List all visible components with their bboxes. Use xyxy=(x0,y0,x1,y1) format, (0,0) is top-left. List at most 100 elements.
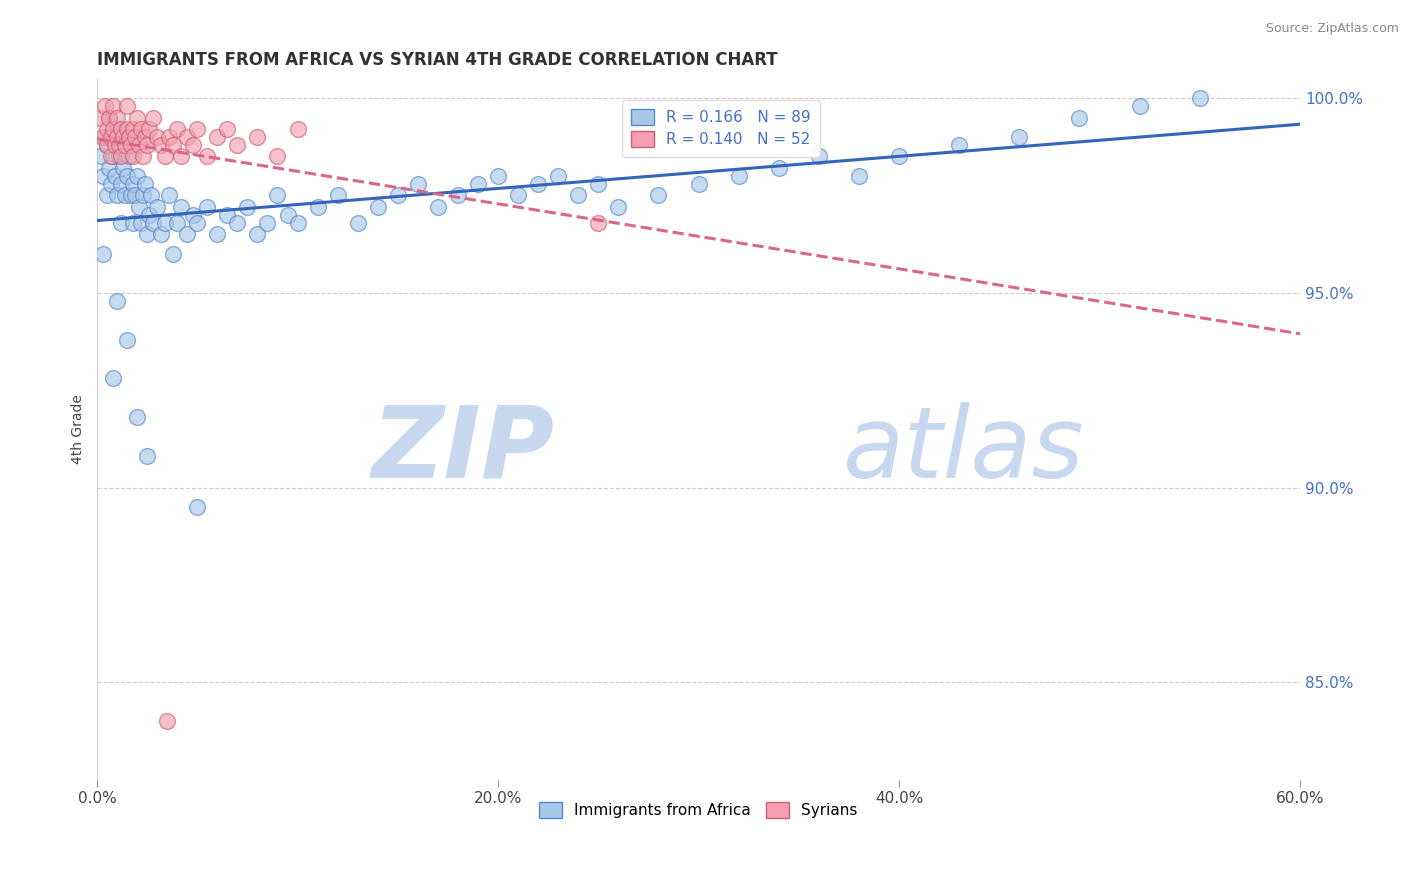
Point xyxy=(142,216,165,230)
Point xyxy=(426,200,449,214)
Point xyxy=(112,161,135,176)
Point xyxy=(90,111,112,125)
Text: Source: ZipAtlas.com: Source: ZipAtlas.com xyxy=(1265,22,1399,36)
Point xyxy=(127,169,149,183)
Point xyxy=(156,714,179,729)
Point xyxy=(506,188,529,202)
Point xyxy=(150,137,173,152)
Point xyxy=(124,188,146,202)
Point xyxy=(98,111,121,125)
Point xyxy=(122,216,145,230)
Point xyxy=(217,208,239,222)
Point xyxy=(128,137,150,152)
Point xyxy=(607,200,630,214)
Point xyxy=(150,227,173,242)
Point xyxy=(195,149,218,163)
Point xyxy=(110,149,132,163)
Point xyxy=(287,122,309,136)
Point xyxy=(276,208,298,222)
Point xyxy=(157,188,180,202)
Point xyxy=(120,188,142,202)
Point xyxy=(688,177,710,191)
Point xyxy=(588,216,610,230)
Point xyxy=(246,130,269,145)
Point xyxy=(1069,111,1091,125)
Point xyxy=(101,371,124,385)
Point xyxy=(166,122,188,136)
Point xyxy=(96,137,118,152)
Point xyxy=(105,130,128,145)
Point xyxy=(326,188,349,202)
Point xyxy=(91,169,114,183)
Point xyxy=(768,161,790,176)
Point xyxy=(115,169,138,183)
Point xyxy=(588,177,610,191)
Point xyxy=(170,200,193,214)
Point xyxy=(186,216,208,230)
Point xyxy=(547,169,569,183)
Point xyxy=(186,500,208,514)
Point xyxy=(96,137,118,152)
Point xyxy=(128,200,150,214)
Point xyxy=(162,137,184,152)
Point xyxy=(120,137,142,152)
Point xyxy=(226,216,249,230)
Point xyxy=(647,188,669,202)
Point xyxy=(948,137,970,152)
Point xyxy=(90,149,112,163)
Point xyxy=(114,137,136,152)
Point xyxy=(105,293,128,308)
Point xyxy=(94,99,117,113)
Point xyxy=(114,188,136,202)
Point xyxy=(181,137,204,152)
Point xyxy=(91,247,114,261)
Point xyxy=(134,177,156,191)
Point xyxy=(162,247,184,261)
Point xyxy=(387,188,409,202)
Point xyxy=(207,227,229,242)
Point xyxy=(124,130,146,145)
Point xyxy=(176,130,198,145)
Point xyxy=(105,111,128,125)
Point xyxy=(118,130,141,145)
Point xyxy=(101,130,124,145)
Point xyxy=(367,200,389,214)
Point xyxy=(115,122,138,136)
Point xyxy=(122,149,145,163)
Text: atlas: atlas xyxy=(842,401,1084,499)
Point xyxy=(287,216,309,230)
Point xyxy=(138,122,160,136)
Point xyxy=(195,200,218,214)
Text: IMMIGRANTS FROM AFRICA VS SYRIAN 4TH GRADE CORRELATION CHART: IMMIGRANTS FROM AFRICA VS SYRIAN 4TH GRA… xyxy=(97,51,778,69)
Point xyxy=(346,216,368,230)
Point xyxy=(132,188,155,202)
Point xyxy=(91,130,114,145)
Legend: Immigrants from Africa, Syrians: Immigrants from Africa, Syrians xyxy=(533,797,863,824)
Point xyxy=(129,122,152,136)
Point xyxy=(176,227,198,242)
Point xyxy=(217,122,239,136)
Point xyxy=(100,177,122,191)
Point xyxy=(134,130,156,145)
Point xyxy=(104,169,127,183)
Point xyxy=(406,177,429,191)
Point xyxy=(96,122,118,136)
Point xyxy=(115,130,138,145)
Point xyxy=(112,130,135,145)
Point xyxy=(136,450,159,464)
Point xyxy=(226,137,249,152)
Point xyxy=(142,111,165,125)
Point xyxy=(527,177,550,191)
Point xyxy=(108,137,131,152)
Point xyxy=(122,177,145,191)
Point xyxy=(101,122,124,136)
Point xyxy=(181,208,204,222)
Point xyxy=(256,216,278,230)
Point xyxy=(447,188,470,202)
Point xyxy=(807,149,830,163)
Point xyxy=(108,149,131,163)
Point xyxy=(101,99,124,113)
Point xyxy=(110,122,132,136)
Point xyxy=(157,130,180,145)
Point xyxy=(132,149,155,163)
